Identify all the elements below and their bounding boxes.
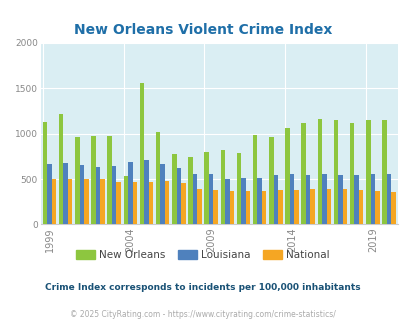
Bar (317, 119, 321, 224)
Bar (310, 189, 314, 224)
Bar (301, 123, 305, 224)
Bar (164, 181, 169, 224)
Bar (220, 150, 224, 224)
Bar (213, 190, 217, 224)
Bar (75, 137, 79, 224)
Bar (51, 179, 56, 224)
Bar (156, 132, 160, 224)
Bar (245, 191, 249, 224)
Bar (241, 178, 245, 224)
Bar (59, 114, 63, 224)
Bar (176, 168, 181, 224)
Bar (188, 157, 192, 224)
Bar (261, 191, 266, 224)
Bar (123, 176, 128, 224)
Bar (172, 154, 176, 224)
Bar (68, 179, 72, 224)
Bar (229, 191, 234, 224)
Bar (236, 153, 241, 224)
Bar (84, 179, 88, 224)
Text: Crime Index corresponds to incidents per 100,000 inhabitants: Crime Index corresponds to incidents per… (45, 283, 360, 292)
Bar (224, 179, 229, 224)
Bar (370, 174, 374, 224)
Bar (181, 183, 185, 224)
Bar (326, 188, 330, 224)
Bar (209, 174, 213, 224)
Bar (277, 190, 282, 224)
Text: © 2025 CityRating.com - https://www.cityrating.com/crime-statistics/: © 2025 CityRating.com - https://www.city… (70, 310, 335, 319)
Bar (381, 120, 386, 224)
Bar (386, 174, 390, 224)
Bar (144, 160, 148, 224)
Bar (354, 176, 358, 224)
Bar (63, 163, 68, 224)
Bar (148, 182, 153, 224)
Bar (107, 136, 112, 224)
Bar (342, 189, 346, 224)
Bar (358, 190, 362, 224)
Bar (365, 120, 370, 224)
Bar (112, 166, 116, 224)
Bar (269, 137, 273, 224)
Bar (116, 182, 121, 224)
Bar (390, 192, 395, 224)
Bar (257, 178, 261, 224)
Bar (294, 190, 298, 224)
Bar (284, 128, 289, 224)
Bar (192, 174, 197, 224)
Bar (79, 165, 84, 224)
Bar (47, 164, 51, 224)
Bar (197, 188, 201, 224)
Bar (100, 180, 104, 224)
Bar (43, 122, 47, 224)
Bar (305, 175, 310, 224)
Bar (96, 167, 100, 224)
Bar (349, 123, 354, 224)
Text: New Orleans Violent Crime Index: New Orleans Violent Crime Index (74, 23, 331, 37)
Bar (252, 135, 257, 224)
Bar (139, 83, 144, 224)
Bar (160, 164, 164, 224)
Legend: New Orleans, Louisiana, National: New Orleans, Louisiana, National (72, 246, 333, 264)
Bar (289, 174, 294, 224)
Bar (128, 162, 132, 224)
Bar (204, 152, 209, 224)
Bar (132, 182, 137, 224)
Bar (337, 175, 342, 224)
Bar (374, 191, 379, 224)
Bar (273, 175, 277, 224)
Bar (321, 175, 326, 224)
Bar (91, 136, 96, 224)
Bar (333, 120, 337, 224)
